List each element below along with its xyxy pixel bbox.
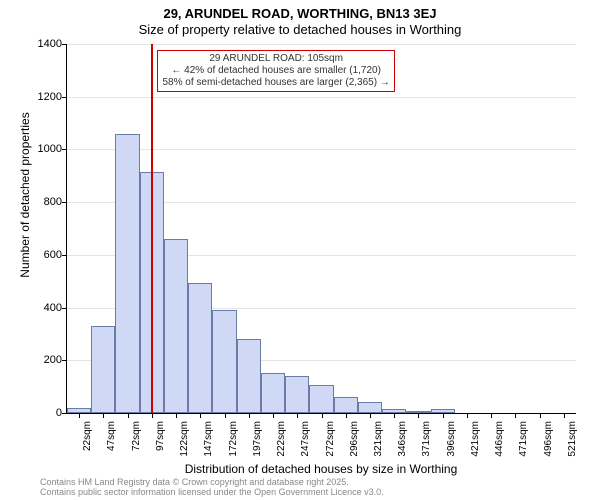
x-tick-mark	[564, 413, 565, 418]
chart-title-line1: 29, ARUNDEL ROAD, WORTHING, BN13 3EJ	[0, 6, 600, 21]
x-tick-label: 22sqm	[82, 421, 93, 471]
x-tick-mark	[418, 413, 419, 418]
x-tick-label: 321sqm	[373, 421, 384, 471]
marker-callout-box: 29 ARUNDEL ROAD: 105sqm ← 42% of detache…	[157, 50, 394, 92]
marker-vertical-line	[151, 44, 153, 413]
y-tick-label: 1400	[22, 38, 62, 50]
x-tick-label: 72sqm	[131, 421, 142, 471]
y-tick-mark	[62, 255, 67, 256]
x-tick-mark	[103, 413, 104, 418]
histogram-bar	[212, 310, 236, 413]
x-tick-label: 97sqm	[155, 421, 166, 471]
x-tick-mark	[515, 413, 516, 418]
y-tick-label: 1200	[22, 91, 62, 103]
chart-title-line2: Size of property relative to detached ho…	[0, 22, 600, 37]
histogram-bar	[237, 339, 261, 413]
plot-area: 29 ARUNDEL ROAD: 105sqm ← 42% of detache…	[66, 44, 576, 414]
histogram-bar	[164, 239, 188, 413]
x-tick-mark	[467, 413, 468, 418]
y-tick-mark	[62, 308, 67, 309]
x-tick-label: 396sqm	[446, 421, 457, 471]
x-tick-mark	[370, 413, 371, 418]
y-tick-mark	[62, 149, 67, 150]
x-tick-mark	[297, 413, 298, 418]
gridline	[67, 149, 576, 150]
x-tick-label: 172sqm	[228, 421, 239, 471]
callout-line-1: 29 ARUNDEL ROAD: 105sqm	[162, 53, 389, 65]
x-tick-label: 471sqm	[518, 421, 529, 471]
y-tick-mark	[62, 360, 67, 361]
x-tick-mark	[394, 413, 395, 418]
y-tick-mark	[62, 202, 67, 203]
histogram-bar	[358, 402, 382, 413]
x-tick-mark	[152, 413, 153, 418]
y-tick-label: 600	[22, 249, 62, 261]
y-axis-label: Number of detached properties	[18, 70, 32, 320]
x-tick-mark	[200, 413, 201, 418]
x-tick-label: 421sqm	[470, 421, 481, 471]
histogram-bar	[334, 397, 358, 413]
y-tick-mark	[62, 44, 67, 45]
histogram-bar	[309, 385, 333, 413]
histogram-bar	[285, 376, 309, 413]
callout-line-3: 58% of semi-detached houses are larger (…	[162, 77, 389, 89]
x-tick-label: 147sqm	[203, 421, 214, 471]
histogram-bar	[91, 326, 115, 413]
y-tick-label: 400	[22, 302, 62, 314]
x-tick-label: 521sqm	[567, 421, 578, 471]
footer-attribution: Contains HM Land Registry data © Crown c…	[40, 478, 384, 498]
x-tick-label: 247sqm	[300, 421, 311, 471]
x-tick-label: 222sqm	[276, 421, 287, 471]
gridline	[67, 97, 576, 98]
callout-line-2: ← 42% of detached houses are smaller (1,…	[162, 65, 389, 77]
histogram-bar	[188, 283, 212, 413]
x-tick-mark	[322, 413, 323, 418]
footer-line-2: Contains public sector information licen…	[40, 488, 384, 498]
x-tick-label: 346sqm	[397, 421, 408, 471]
y-tick-mark	[62, 413, 67, 414]
x-tick-label: 296sqm	[349, 421, 360, 471]
y-tick-label: 800	[22, 196, 62, 208]
gridline	[67, 44, 576, 45]
y-tick-label: 0	[22, 407, 62, 419]
x-tick-label: 122sqm	[179, 421, 190, 471]
x-tick-mark	[128, 413, 129, 418]
y-tick-label: 200	[22, 354, 62, 366]
x-tick-mark	[249, 413, 250, 418]
x-tick-mark	[79, 413, 80, 418]
y-tick-mark	[62, 97, 67, 98]
x-tick-label: 272sqm	[325, 421, 336, 471]
x-tick-mark	[443, 413, 444, 418]
x-tick-mark	[540, 413, 541, 418]
histogram-bar	[115, 134, 139, 413]
x-tick-label: 47sqm	[106, 421, 117, 471]
x-tick-mark	[491, 413, 492, 418]
y-tick-label: 1000	[22, 143, 62, 155]
x-tick-mark	[225, 413, 226, 418]
x-tick-mark	[273, 413, 274, 418]
x-tick-label: 197sqm	[252, 421, 263, 471]
x-tick-label: 496sqm	[543, 421, 554, 471]
x-tick-mark	[176, 413, 177, 418]
x-tick-label: 371sqm	[421, 421, 432, 471]
x-tick-mark	[346, 413, 347, 418]
x-tick-label: 446sqm	[494, 421, 505, 471]
histogram-bar	[261, 373, 285, 413]
